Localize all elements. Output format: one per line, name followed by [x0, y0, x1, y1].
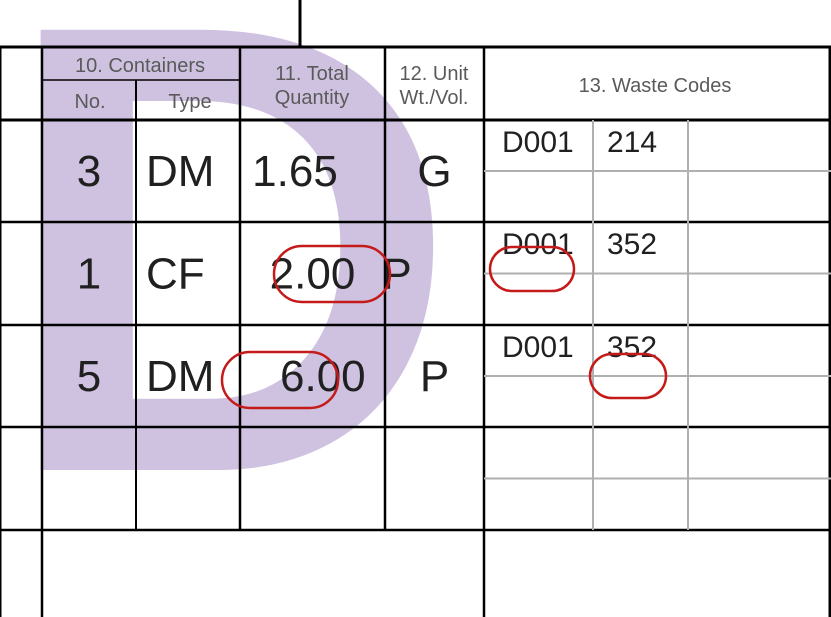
cell-waste-code: D001: [502, 126, 574, 159]
cell-unit: P: [382, 250, 411, 299]
cell-waste-code: D001: [502, 228, 574, 261]
header-total-qty-l2: Quantity: [275, 87, 349, 109]
cell-container-type: DM: [146, 147, 214, 196]
svg-text:ID: ID: [0, 0, 460, 606]
void-watermark: ID: [0, 0, 460, 606]
cell-container-type: CF: [146, 250, 205, 299]
cell-total-qty: 2.00: [270, 250, 356, 299]
cell-unit: G: [417, 147, 451, 196]
cell-waste-code: 352: [607, 331, 657, 364]
cell-waste-code: D001: [502, 331, 574, 364]
cell-waste-code: 352: [607, 228, 657, 261]
header-containers: 10. Containers: [75, 55, 205, 77]
cell-container-no: 3: [77, 147, 101, 196]
cell-container-no: 5: [77, 352, 101, 401]
cell-waste-code: 214: [607, 126, 657, 159]
header-total-qty-l1: 11. Total: [275, 63, 349, 85]
cell-container-type: DM: [146, 352, 214, 401]
cell-total-qty: 6.00: [280, 352, 366, 401]
cell-container-no: 1: [77, 250, 101, 299]
header-unit-l2: Wt./Vol.: [400, 87, 469, 109]
manifest-form-fragment: ID 10. Containers No. Type 11. Total Qua…: [0, 0, 831, 617]
header-waste-codes: 13. Waste Codes: [579, 75, 732, 97]
header-containers-type: Type: [168, 91, 211, 113]
cell-total-qty: 1.65: [252, 147, 338, 196]
cell-unit: P: [420, 352, 449, 401]
header-unit-l1: 12. Unit: [400, 63, 469, 85]
header-containers-no: No.: [74, 91, 105, 113]
